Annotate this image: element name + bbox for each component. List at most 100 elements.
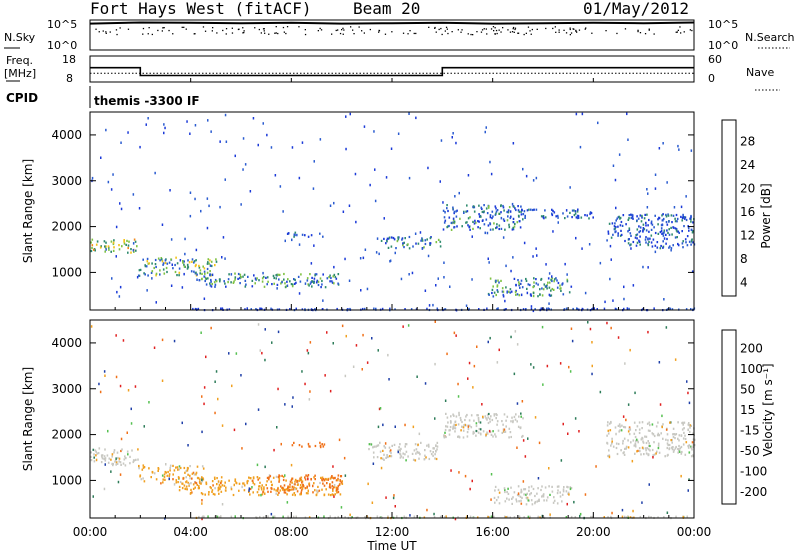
heat-cell: [192, 307, 194, 311]
heat-cell: [655, 452, 657, 455]
heat-cell: [183, 272, 185, 276]
noise-point: [402, 32, 405, 34]
heat-cell: [126, 450, 129, 453]
noise-point: [172, 33, 174, 35]
heat-cell: [127, 453, 129, 456]
heat-cell: [526, 287, 528, 290]
heat-cell: [116, 290, 118, 294]
heat-cell: [463, 210, 465, 213]
heat-cell: [163, 473, 166, 476]
heat-cell: [118, 460, 120, 463]
heat-cell: [424, 289, 427, 292]
heat-cell: [465, 210, 467, 213]
heat-cell: [480, 433, 482, 436]
heat-cell: [300, 491, 302, 494]
heat-cell: [678, 439, 680, 442]
heat-cell: [644, 238, 647, 241]
heat-cell: [419, 231, 422, 234]
heat-cell: [453, 331, 456, 335]
heat-cell: [364, 307, 366, 310]
heat-cell: [615, 226, 617, 229]
heat-cell: [628, 307, 630, 310]
heat-cell: [636, 228, 639, 231]
heat-cell: [637, 449, 639, 452]
heat-cell: [345, 147, 347, 151]
heat-cell: [677, 144, 679, 148]
heat-cell: [267, 478, 270, 481]
heat-cell: [513, 516, 516, 519]
heat-cell: [132, 459, 135, 462]
heat-cell: [520, 213, 523, 216]
noise-point: [319, 27, 321, 30]
heat-cell: [254, 277, 257, 280]
heat-cell: [582, 308, 584, 311]
heat-cell: [684, 437, 687, 441]
heat-cell: [112, 249, 115, 252]
heat-cell: [468, 419, 471, 422]
heat-cell: [467, 377, 469, 380]
heat-cell: [492, 285, 494, 288]
heat-cell: [662, 217, 665, 221]
heat-cell: [242, 168, 244, 171]
heat-cell: [506, 291, 508, 294]
heat-cell: [528, 486, 530, 489]
heat-cell: [199, 482, 201, 485]
heat-cell: [687, 489, 689, 492]
heat-cell: [555, 215, 557, 218]
heat-cell: [248, 490, 250, 493]
heat-cell: [468, 424, 471, 427]
heat-cell: [196, 278, 198, 281]
heat-cell: [309, 390, 311, 393]
heat-cell: [296, 233, 298, 237]
heat-cell: [291, 238, 293, 242]
heat-cell: [544, 209, 546, 212]
heat-cell: [232, 281, 235, 284]
heat-cell: [687, 226, 690, 229]
heat-cell: [312, 187, 315, 190]
heat-cell: [344, 516, 346, 519]
heat-cell: [228, 308, 231, 311]
heat-cell: [676, 220, 678, 223]
heat-cell: [495, 210, 498, 213]
heat-cell: [154, 258, 157, 262]
heat-cell: [678, 148, 680, 151]
heat-cell: [375, 445, 377, 448]
heat-cell: [607, 432, 610, 435]
heat-cell: [339, 480, 342, 483]
heat-cell: [386, 454, 388, 457]
heat-cell: [200, 482, 202, 485]
heat-cell: [522, 434, 524, 438]
heat-cell: [287, 485, 289, 488]
heat-cell: [333, 484, 336, 487]
heat-cell: [393, 443, 396, 446]
heat-cell: [556, 502, 559, 505]
heat-cell: [445, 425, 447, 428]
colorbar-tick-label: 15: [740, 403, 755, 417]
heat-cell: [518, 500, 520, 503]
heat-cell: [209, 273, 211, 276]
heat-cell: [684, 434, 686, 437]
heat-cell: [381, 457, 384, 460]
noise-point: [254, 27, 256, 29]
heat-cell: [650, 220, 653, 223]
heat-cell: [246, 482, 249, 485]
heat-cell: [388, 378, 390, 381]
heat-cell: [119, 473, 122, 476]
heat-cell: [492, 430, 494, 433]
noise-point: [472, 34, 474, 36]
heat-cell: [320, 286, 322, 289]
noise-point: [438, 28, 440, 31]
heat-cell: [148, 401, 150, 404]
noise-point: [350, 26, 352, 28]
heat-cell: [329, 280, 331, 283]
heat-cell: [424, 454, 426, 457]
heat-cell: [153, 266, 155, 270]
heat-cell: [590, 212, 593, 215]
heat-cell: [185, 476, 187, 479]
heat-cell: [115, 461, 118, 464]
heat-cell: [502, 236, 505, 239]
heat-cell: [495, 293, 497, 297]
noise-point: [689, 29, 691, 31]
heat-cell: [283, 278, 285, 281]
heat-cell: [496, 223, 498, 226]
